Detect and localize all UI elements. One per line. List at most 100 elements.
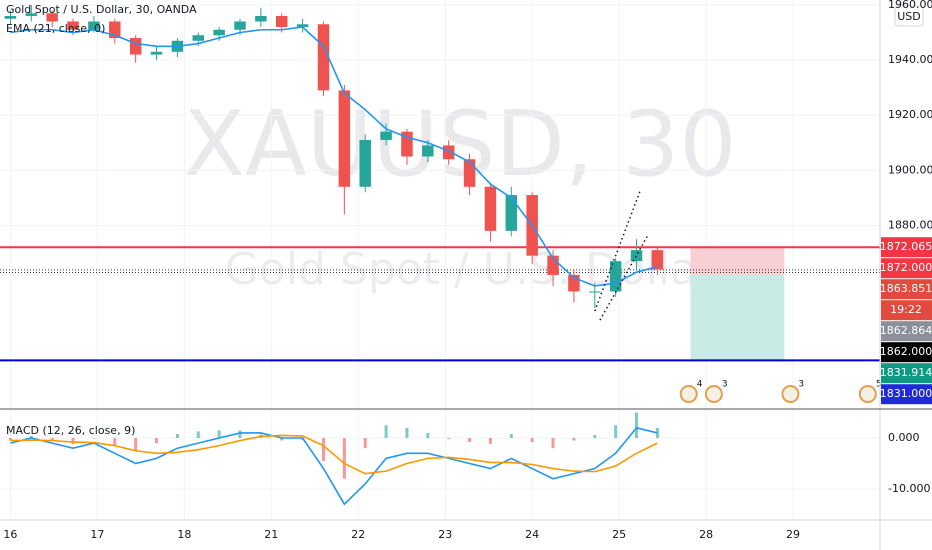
position-target (690, 274, 785, 361)
candle-body (213, 29, 225, 36)
macd-histogram-bar (530, 438, 534, 443)
y-tick-label: 1940.000 (888, 53, 932, 66)
y-tick-label: 1900.000 (888, 163, 932, 176)
candle-body (88, 21, 100, 30)
candle-body (109, 21, 121, 39)
candle-body (568, 274, 580, 292)
macd-histogram-bar (635, 412, 639, 439)
macd-histogram-bar (280, 438, 284, 441)
macd-histogram-bar (488, 438, 492, 445)
candle-body (401, 131, 413, 157)
macd-histogram-bar (593, 434, 597, 439)
candle-body (4, 15, 17, 19)
macd-histogram-bar (238, 430, 242, 439)
y-tick-label: 1920.000 (888, 108, 932, 121)
candle-body (463, 159, 476, 187)
x-tick-label: 21 (264, 528, 278, 541)
x-tick-label: 24 (525, 528, 539, 541)
candle-body (46, 13, 58, 22)
candle-body (192, 35, 204, 41)
candle-body (442, 145, 455, 160)
price-tag (881, 321, 932, 342)
macd-line (10, 426, 658, 506)
candle-body (380, 131, 392, 140)
price-tag (881, 384, 932, 405)
macd-histogram-bar (50, 438, 54, 441)
macd-histogram-bar (8, 438, 12, 441)
price-tag-label: 19:22 (890, 303, 922, 316)
watermark: XAUUSD, 30 (183, 92, 736, 197)
price-tag-label: 1831.000 (880, 387, 932, 400)
candle-body (359, 139, 371, 187)
candle-body (296, 24, 309, 27)
macd-histogram-bar (342, 438, 346, 479)
plot-layer: 4 3 3 5 (0, 0, 882, 520)
x-tick-label: 22 (351, 528, 365, 541)
macd-histogram-bar (468, 438, 472, 443)
macd-tick-label: 0.000 (888, 431, 920, 444)
macd-histogram-bar (572, 438, 576, 441)
event-badge (781, 385, 800, 403)
macd-histogram-bar (405, 427, 409, 439)
macd-tick-label: -10.000 (888, 482, 930, 495)
x-tick-label: 28 (699, 528, 713, 541)
event-badge (858, 385, 877, 403)
macd-histogram-bar (196, 431, 200, 439)
macd-title: MACD (12, 26, close, 9) (6, 424, 135, 437)
macd-histogram-bar (321, 438, 325, 461)
trendline (594, 190, 641, 312)
x-tick-label: 16 (3, 528, 17, 541)
candle-body (484, 186, 497, 231)
macd-histogram-bar (363, 438, 367, 449)
price-tag-label: 1862.000 (880, 345, 932, 358)
candle-body (609, 261, 622, 292)
x-tick-label: 25 (612, 528, 626, 541)
candle-body (651, 250, 664, 270)
event-count: 3 (798, 380, 804, 390)
macd-histogram-bar (113, 438, 117, 446)
macd-histogram-bar (134, 438, 138, 451)
candle-body (129, 38, 142, 55)
price-tag (881, 237, 932, 258)
price-tag-label: 1872.065 (880, 240, 932, 253)
currency: USD (897, 10, 921, 23)
signal-line (10, 434, 658, 475)
ema-line (10, 26, 658, 287)
candle-body (150, 51, 163, 55)
price-tag-label: 1872.000 (880, 261, 932, 274)
event-count: 4 (697, 380, 703, 390)
candle-body (589, 291, 601, 293)
macd-histogram-bar (175, 433, 179, 439)
currency-button[interactable] (894, 5, 924, 27)
candle-body (276, 15, 288, 27)
candle-body (25, 13, 38, 16)
macd-histogram-bar (426, 432, 430, 439)
price-tag (881, 363, 932, 384)
price-tag-label: 1863.851 (880, 282, 932, 295)
macd-histogram-bar (155, 438, 159, 444)
event-badge (679, 385, 698, 403)
candle-body (630, 250, 643, 262)
x-tick-label: 18 (177, 528, 191, 541)
macd-histogram-bar (447, 438, 451, 440)
y-tick-label: 1960.000 (888, 0, 932, 11)
macd-histogram-bar (71, 438, 75, 445)
price-tag (881, 342, 932, 363)
y-tick-label: 1880.000 (888, 218, 932, 231)
candle-body (505, 195, 518, 231)
event-count: 3 (722, 380, 728, 390)
indicator-label: EMA (21, close, 0) (6, 22, 105, 35)
x-tick-label: 17 (90, 528, 104, 541)
position-stop (690, 247, 785, 275)
macd-histogram-bar (509, 433, 513, 439)
price-tag-label: 1831.914 (880, 366, 932, 379)
candle-body (67, 21, 79, 30)
x-tick-label: 29 (786, 528, 800, 541)
price-tag (881, 279, 932, 300)
event-count: 5 (876, 380, 882, 390)
candle-body (547, 255, 559, 275)
macd-histogram-bar (217, 430, 221, 439)
candle-body (338, 90, 351, 187)
candle-body (317, 24, 330, 91)
